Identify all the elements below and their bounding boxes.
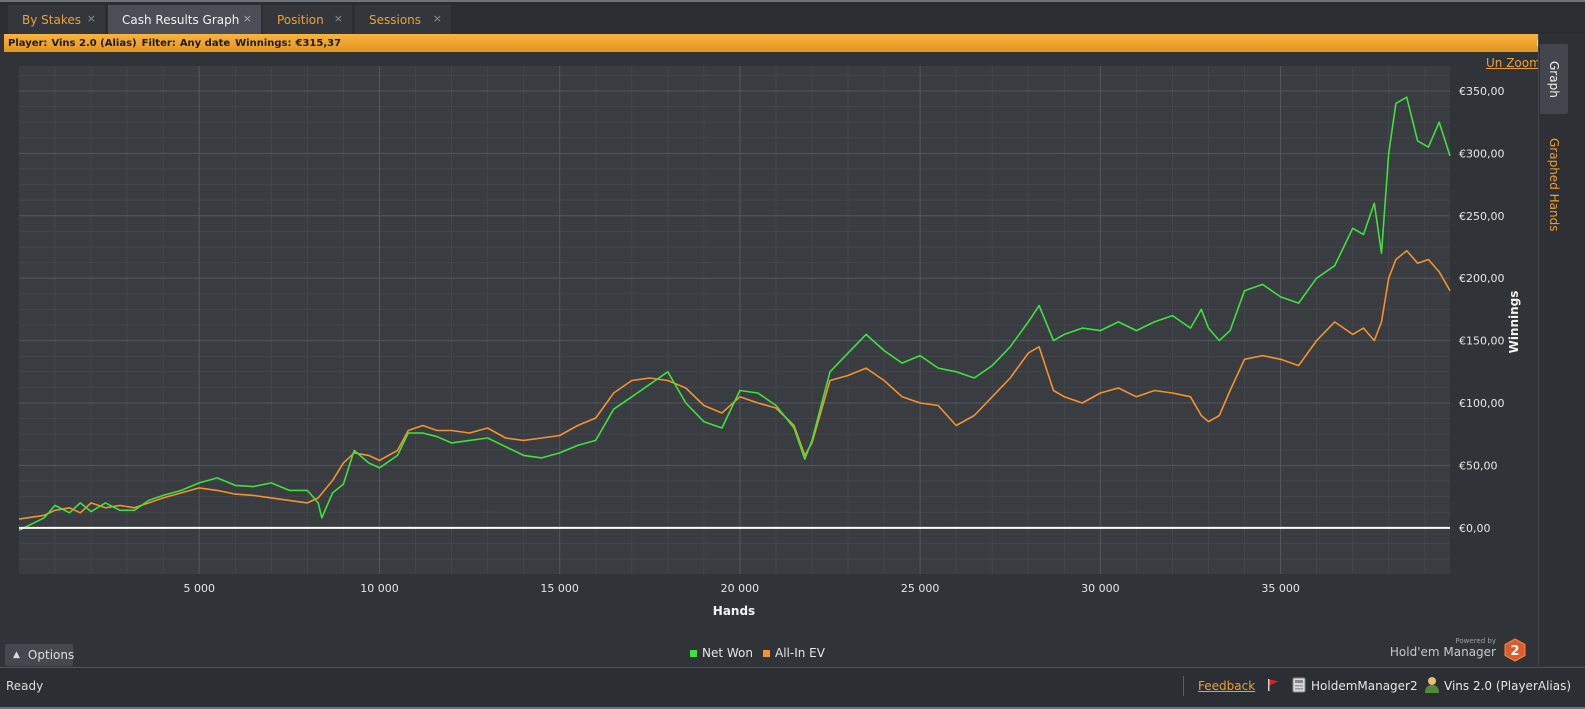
close-icon[interactable]: ×	[86, 12, 96, 25]
x-tick-label: 20 000	[721, 582, 760, 595]
x-tick-label: 5 000	[183, 582, 215, 595]
player-label: Player:	[8, 37, 48, 49]
y-axis-title: Winnings	[1507, 291, 1521, 354]
y-tick-label: €350,00	[1459, 85, 1505, 98]
legend-swatch	[690, 649, 697, 657]
plot-area	[19, 66, 1450, 574]
tab-bar: By Stakes × Cash Results Graph × Positio…	[0, 0, 1585, 34]
tab-label: Cash Results Graph	[122, 12, 240, 27]
status-separator	[1183, 676, 1184, 696]
chevron-up-icon: ▲	[13, 650, 20, 660]
tab-label: By Stakes	[22, 12, 81, 27]
feedback-link[interactable]: Feedback	[1198, 679, 1256, 693]
brand-powered-by: Powered by	[1455, 637, 1496, 645]
y-tick-label: €50,00	[1459, 459, 1498, 472]
side-panel: Graph Graphed Hands	[1538, 34, 1585, 666]
status-bar: Ready Feedback HoldemManager2 Vins 2.0 (…	[0, 667, 1585, 709]
tab-label: Sessions	[369, 12, 422, 27]
database-icon	[1292, 677, 1306, 693]
side-tab-graphed-hands[interactable]: Graphed Hands	[1540, 122, 1568, 247]
x-tick-label: 30 000	[1081, 582, 1120, 595]
close-icon[interactable]: ×	[333, 12, 343, 25]
y-tick-label: €200,00	[1459, 272, 1505, 285]
side-tab-graphed-hands-label: Graphed Hands	[1547, 137, 1561, 232]
status-text: Ready	[6, 679, 44, 693]
y-tick-label: €0,00	[1459, 522, 1491, 535]
y-tick-label: €250,00	[1459, 210, 1505, 223]
filter-value: Any date	[179, 37, 231, 49]
user-name: Vins 2.0 (PlayerAlias)	[1444, 679, 1572, 693]
y-tick-label: €100,00	[1459, 397, 1505, 410]
side-tab-graph[interactable]: Graph	[1540, 44, 1568, 114]
flag-icon[interactable]	[1266, 678, 1280, 692]
tab-cash-results-graph[interactable]: Cash Results Graph ×	[108, 5, 261, 34]
legend-item-net-won[interactable]: Net Won	[690, 646, 753, 660]
options-label: Options	[27, 648, 75, 662]
app-name: HoldemManager2	[1311, 679, 1418, 693]
legend-swatch	[763, 649, 770, 657]
filter-info-bar: Player: Vins 2.0 (Alias) Filter: Any dat…	[4, 34, 1554, 52]
x-tick-label: 35 000	[1261, 582, 1300, 595]
hem-logo-icon: 2	[1504, 638, 1526, 662]
logo-number: 2	[1510, 644, 1519, 659]
player-value: Vins 2.0 (Alias)	[51, 37, 137, 49]
winnings-label: Winnings:	[235, 37, 292, 49]
tab-label: Position	[277, 12, 324, 27]
brand-name: Hold'em Manager	[1389, 645, 1496, 659]
legend-item-all-in-ev[interactable]: All-In EV	[763, 646, 825, 660]
tab-sessions[interactable]: Sessions ×	[355, 5, 451, 34]
side-tab-graph-label: Graph	[1547, 60, 1561, 98]
chart-legend: Net Won All-In EV	[690, 646, 825, 660]
legend-label: All-In EV	[775, 646, 825, 660]
legend-label: Net Won	[702, 646, 753, 660]
series-line-net-won	[18, 96, 1451, 532]
series-line-all-in-ev	[18, 249, 1451, 520]
brand-block: Powered by Hold'em Manager 2	[1390, 637, 1530, 665]
x-tick-label: 10 000	[360, 582, 399, 595]
unzoom-link[interactable]: Un Zoom	[1486, 56, 1541, 70]
x-tick-label: 25 000	[901, 582, 940, 595]
y-tick-label: €150,00	[1459, 335, 1505, 348]
tab-position[interactable]: Position ×	[263, 5, 352, 34]
filter-label: Filter:	[141, 37, 176, 49]
x-tick-label: 15 000	[540, 582, 579, 595]
user-avatar-icon[interactable]	[1424, 676, 1440, 694]
close-icon[interactable]: ×	[432, 12, 442, 25]
close-icon[interactable]: ×	[242, 12, 252, 25]
winnings-value: €315,37	[295, 37, 342, 49]
x-axis-title: Hands	[713, 604, 755, 618]
results-chart[interactable]: 5 000 10 000 15 000 20 000 25 000 30 000 35 00…	[0, 52, 1538, 642]
tab-by-stakes[interactable]: By Stakes ×	[8, 5, 105, 34]
y-tick-label: €300,00	[1459, 147, 1505, 160]
options-button[interactable]: ▲ Options	[5, 644, 75, 666]
